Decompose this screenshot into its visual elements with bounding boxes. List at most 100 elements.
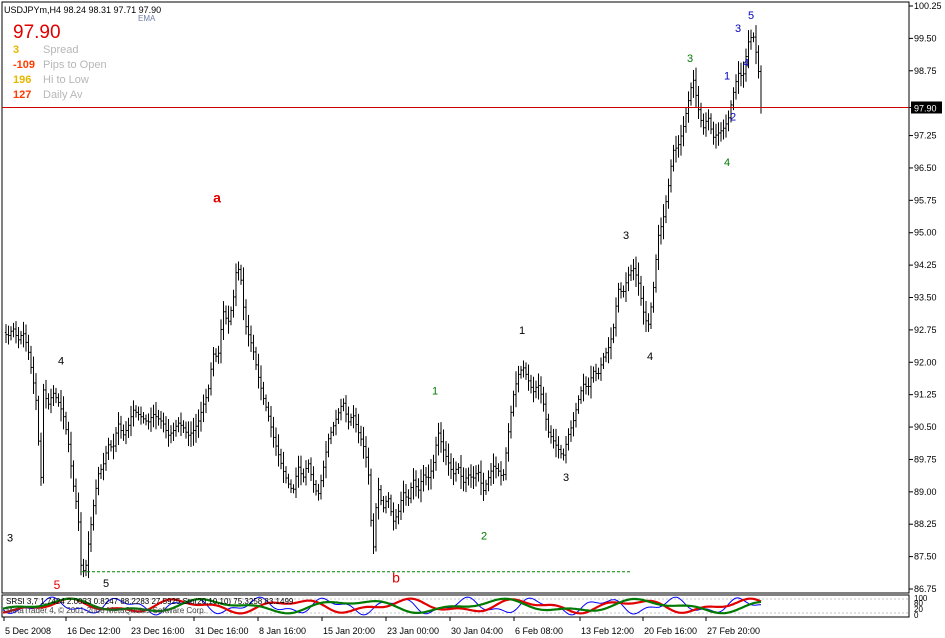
price-bar <box>414 470 418 497</box>
price-bar <box>649 302 653 329</box>
y-tick-label: 89.00 <box>914 487 937 497</box>
price-bar <box>619 282 623 299</box>
x-tick-label: 6 Feb 08:00 <box>515 626 563 636</box>
price-bar <box>339 398 343 421</box>
price-bar <box>237 261 240 281</box>
price-bar <box>109 440 113 452</box>
price-bar <box>372 513 375 555</box>
price-bar <box>112 433 115 460</box>
price-bar <box>692 69 695 98</box>
y-tick-label: 97.90 <box>914 103 937 113</box>
wave-label: 3 <box>563 472 569 484</box>
price-bar <box>194 413 198 443</box>
price-bar <box>722 119 725 140</box>
price-bar <box>489 462 493 486</box>
price-bar <box>507 423 510 462</box>
price-bar <box>217 345 220 364</box>
price-bar <box>562 448 565 461</box>
wave-label: 1 <box>519 325 525 337</box>
price-bar <box>244 299 248 335</box>
price-bar <box>214 348 218 363</box>
price-bar <box>712 121 715 145</box>
price-bar <box>552 428 555 449</box>
price-bar <box>182 420 185 434</box>
price-bar <box>199 401 203 432</box>
y-tick-label: 98.75 <box>914 66 937 76</box>
stat-value: 3 <box>13 44 20 56</box>
price-bar <box>87 531 90 579</box>
price-bar <box>4 324 8 343</box>
price-bar <box>34 373 38 411</box>
price-bar <box>139 406 143 425</box>
price-bar <box>284 466 288 484</box>
price-bar <box>264 394 268 412</box>
price-bar <box>729 100 733 123</box>
indicator-text: SRSI 3,7 1.7424 2.0033 0.8247 88.2283 27… <box>6 597 294 606</box>
price-bar <box>314 480 318 496</box>
price-bar <box>624 272 628 302</box>
price-bar <box>557 436 560 459</box>
price-bar <box>234 263 238 307</box>
price-bar <box>749 29 753 50</box>
price-bar <box>602 352 605 370</box>
x-tick-label: 5 Dec 2008 <box>5 626 51 636</box>
y-tick-label: 88.25 <box>914 519 937 529</box>
price-bar <box>667 178 670 209</box>
price-bar <box>384 495 388 514</box>
wave-label: 3 <box>735 23 741 35</box>
price-bar <box>402 480 405 513</box>
price-bar <box>342 398 345 412</box>
price-bar <box>597 367 600 380</box>
price-bar <box>607 337 610 364</box>
price-bar <box>702 113 705 135</box>
price-bar <box>107 437 110 461</box>
price-bar <box>267 401 270 422</box>
price-bar <box>612 323 615 344</box>
plot-frame <box>1 1 910 594</box>
price-bar <box>714 123 718 149</box>
y-tick-label: 95.75 <box>914 195 937 205</box>
price-bar <box>152 404 155 428</box>
stat-value: 196 <box>13 74 32 86</box>
price-bar <box>469 464 473 488</box>
price-bar <box>577 395 580 414</box>
price-bar <box>179 412 183 436</box>
price-bar <box>672 144 675 172</box>
price-bar <box>329 426 333 445</box>
price-bar <box>467 467 470 486</box>
price-bar <box>37 395 40 446</box>
price-bar <box>742 61 745 88</box>
stat-label: Pips to Open <box>43 59 107 71</box>
x-tick-label: 13 Feb 12:00 <box>581 626 634 636</box>
osc-axis-label: 0 <box>914 611 919 620</box>
price-bar <box>119 415 123 439</box>
wave-label: b <box>392 570 400 586</box>
price-bar <box>674 135 678 163</box>
price-bar <box>639 275 643 306</box>
x-tick-label: 30 Jan 04:00 <box>451 626 503 636</box>
stat-pips-to-open: -109 Pips to Open <box>13 59 107 71</box>
price-bar <box>419 469 423 503</box>
x-tick-label: 20 Feb 16:00 <box>644 626 697 636</box>
price-bar <box>754 25 758 65</box>
price-bar <box>249 325 253 353</box>
price-bar <box>154 401 158 430</box>
price-bar <box>92 499 95 531</box>
price-bar <box>454 461 458 482</box>
y-tick-label: 89.75 <box>914 454 937 464</box>
price-bar <box>587 377 590 396</box>
price-bar <box>344 395 348 423</box>
price-bar <box>72 460 75 492</box>
price-bar <box>289 479 293 494</box>
price-bar <box>352 405 355 429</box>
y-tick-label: 100.25 <box>914 1 942 11</box>
price-bar <box>644 301 648 332</box>
price-bar <box>417 478 420 499</box>
y-tick-label: 91.25 <box>914 390 937 400</box>
price-bar <box>527 364 530 391</box>
price-bar <box>117 412 120 446</box>
price-bar <box>124 421 128 445</box>
price-bar <box>707 109 710 131</box>
